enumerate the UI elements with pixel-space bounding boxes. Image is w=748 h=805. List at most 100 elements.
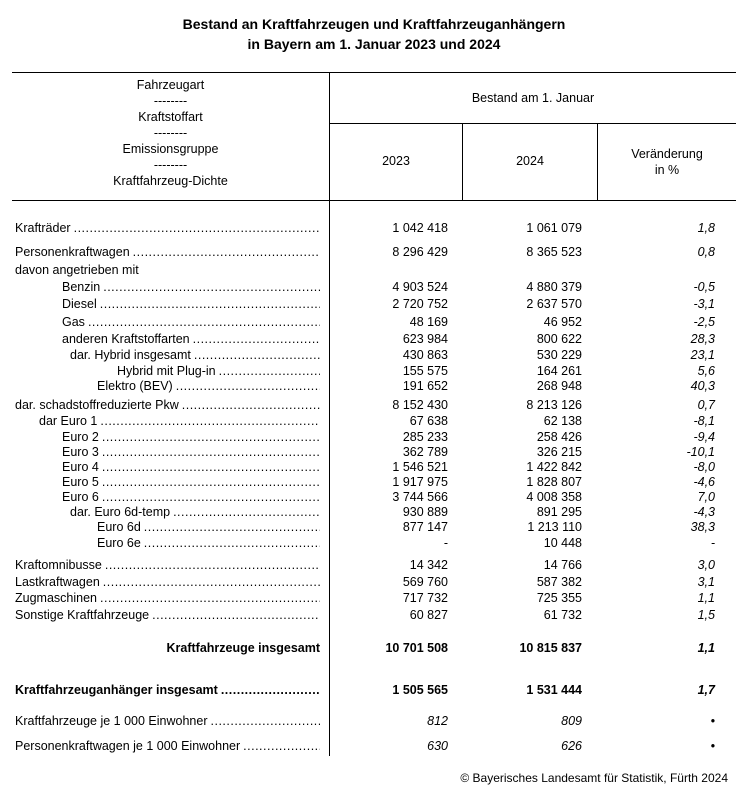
leader-dots: ........................................… — [175, 379, 320, 393]
row-label-cell: Personenkraftwagen......................… — [15, 244, 320, 260]
value-change: 1,7 — [697, 683, 715, 697]
row-label: Zugmaschinen — [15, 591, 97, 605]
value-2023: 155 575 — [402, 364, 448, 378]
col-header-change: Veränderung in % — [598, 146, 736, 178]
table-row: anderen Kraftstoffarten.................… — [0, 331, 748, 347]
change-label: Veränderung — [631, 147, 703, 161]
value-2024: 1 213 110 — [527, 520, 582, 534]
table-row: davon angetrieben mit — [0, 262, 748, 278]
row-label: Euro 5 — [62, 475, 99, 489]
value-2023: 2 720 752 — [392, 297, 448, 311]
leader-dots: ........................................… — [102, 575, 320, 589]
row-label-cell: davon angetrieben mit — [15, 262, 320, 278]
table-row: dar. Hybrid insgesamt...................… — [0, 347, 748, 363]
value-2024: 587 382 — [536, 575, 582, 589]
row-label: dar. Hybrid insgesamt — [70, 348, 191, 362]
value-2023: 285 233 — [402, 430, 448, 444]
row-label: Euro 6e — [97, 536, 141, 550]
stub-emissionsgruppe: Emissionsgruppe — [122, 142, 219, 156]
row-label-cell: Lastkraftwagen..........................… — [15, 574, 320, 590]
row-label-cell: Kraftfahrzeuge je 1 000 Einwohner.......… — [15, 713, 320, 729]
row-label: Krafträder — [15, 221, 71, 235]
table-row: Euro 5..................................… — [0, 474, 748, 490]
value-change: -8,1 — [693, 414, 715, 428]
table-row: Diesel..................................… — [0, 296, 748, 312]
leader-dots: ........................................… — [99, 297, 320, 311]
leader-dots: ........................................… — [101, 490, 320, 504]
row-label-cell: Euro 6..................................… — [62, 489, 320, 505]
table-row: Zugmaschinen............................… — [0, 590, 748, 606]
value-2024: 530 229 — [536, 348, 582, 362]
value-change: -4,6 — [693, 475, 715, 489]
value-2023: 48 169 — [409, 315, 448, 329]
table-row: Hybrid mit Plug-in......................… — [0, 363, 748, 379]
leader-dots: ........................................… — [210, 714, 321, 728]
value-change: - — [710, 536, 715, 550]
row-label-cell: Euro 3..................................… — [62, 444, 320, 460]
row-label: Lastkraftwagen — [15, 575, 100, 589]
value-2024: 1 531 444 — [526, 683, 582, 697]
row-label: Euro 3 — [62, 445, 99, 459]
value-change: -3,1 — [693, 297, 715, 311]
value-2024: 10 815 837 — [519, 641, 582, 655]
row-label: Euro 6d — [97, 520, 141, 534]
value-2023: 1 505 565 — [392, 683, 448, 697]
value-2024: 46 952 — [543, 315, 582, 329]
row-label: Gas — [62, 315, 85, 329]
table-row: Elektro (BEV)...........................… — [0, 378, 748, 394]
leader-dots: ........................................… — [181, 398, 320, 412]
value-2023: 3 744 566 — [392, 490, 448, 504]
row-label: Diesel — [62, 297, 97, 311]
leader-dots: ........................................… — [220, 683, 320, 697]
value-2024: 1 422 842 — [526, 460, 582, 474]
value-2023: 60 827 — [409, 608, 448, 622]
table-row: Krafträder..............................… — [0, 220, 748, 236]
table-row: Kraftfahrzeuganhänger insgesamt.........… — [0, 682, 748, 698]
leader-dots: ........................................… — [192, 332, 320, 346]
leader-dots: ........................................… — [143, 536, 320, 550]
row-label-cell: Gas.....................................… — [62, 314, 320, 330]
row-label-cell: Euro 2..................................… — [62, 429, 320, 445]
table-row: Euro 6..................................… — [0, 489, 748, 505]
value-2023: 4 903 524 — [392, 280, 448, 294]
value-2024: 62 138 — [543, 414, 582, 428]
leader-dots: ........................................… — [100, 591, 320, 605]
value-change: 28,3 — [690, 332, 715, 346]
leader-dots: ........................................… — [101, 430, 320, 444]
value-2023: 812 — [427, 714, 448, 728]
rule-stub — [329, 72, 330, 756]
table-title-line2: in Bayern am 1. Januar 2023 und 2024 — [247, 36, 501, 52]
leader-dots: ........................................… — [73, 221, 320, 235]
leader-dots: ........................................… — [101, 445, 320, 459]
row-label: Benzin — [62, 280, 101, 294]
row-label-cell: Zugmaschinen............................… — [15, 590, 320, 606]
value-2023: - — [443, 536, 448, 550]
row-label: Hybrid mit Plug-in — [117, 364, 216, 378]
value-2024: 8 213 126 — [526, 398, 582, 412]
value-2023: 930 889 — [402, 505, 448, 519]
value-change: • — [710, 714, 715, 728]
leader-dots: ........................................… — [173, 505, 320, 519]
row-label-cell: Kraftfahrzeuge insgesamt — [12, 640, 320, 656]
value-2023: 362 789 — [402, 445, 448, 459]
value-change: 1,8 — [697, 221, 715, 235]
row-label-cell: Hybrid mit Plug-in......................… — [117, 363, 320, 379]
value-2023: 8 296 429 — [392, 245, 448, 259]
leader-dots: ........................................… — [218, 364, 320, 378]
stub-kraftstoffart: Kraftstoffart — [138, 110, 203, 124]
value-change: 7,0 — [697, 490, 715, 504]
row-label-cell: dar Euro 1..............................… — [39, 413, 320, 429]
value-2023: 877 147 — [402, 520, 448, 534]
value-2024: 1 061 079 — [526, 221, 582, 235]
row-label-cell: dar. Hybrid insgesamt...................… — [70, 347, 320, 363]
value-2024: 164 261 — [536, 364, 582, 378]
table-row: Euro 3..................................… — [0, 444, 748, 460]
value-change: 1,5 — [697, 608, 715, 622]
row-label-cell: dar. Euro 6d-temp.......................… — [70, 504, 320, 520]
value-2023: 67 638 — [409, 414, 448, 428]
value-2023: 191 652 — [402, 379, 448, 393]
rule-col1 — [462, 123, 463, 200]
leader-dots: ........................................… — [87, 315, 320, 329]
leader-dots: ........................................… — [101, 460, 320, 474]
row-label-cell: Diesel..................................… — [62, 296, 320, 312]
